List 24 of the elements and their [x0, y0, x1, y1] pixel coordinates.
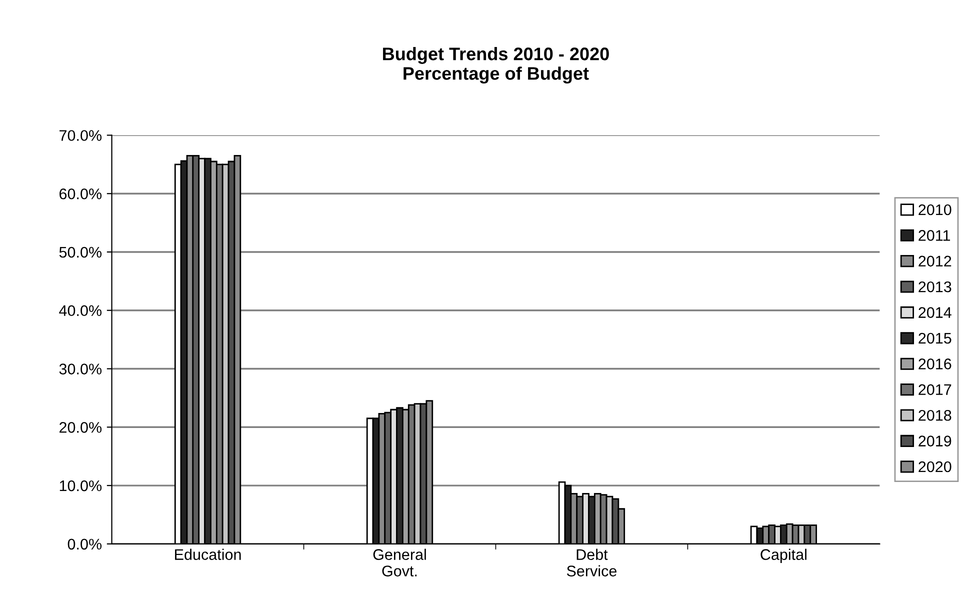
y-tick-label: 20.0%: [60, 422, 102, 433]
y-tick-label: 50.0%: [59, 246, 102, 258]
x-tick-label: Debt Service: [566, 548, 616, 576]
x-tick-label: General Govt.: [373, 548, 426, 576]
legend-label: 2013: [918, 281, 952, 292]
y-tick-label: 70.0%: [60, 130, 102, 141]
y-tick-label: 0.0%: [68, 538, 102, 550]
y-tick-label: 40.0%: [59, 305, 102, 316]
legend-label: 2016: [918, 358, 952, 370]
x-tick-label: Capital: [760, 548, 806, 564]
legend-label: 2020: [918, 461, 952, 472]
x-tick-label: Education: [175, 548, 241, 560]
legend-label: 2010: [918, 204, 952, 216]
y-tick-label: 30.0%: [59, 364, 102, 374]
legend-label: 2017: [918, 384, 952, 396]
legend-label: 2014: [918, 307, 952, 318]
legend-label: 2011: [918, 230, 950, 241]
legend-label: 2012: [918, 256, 952, 267]
y-tick-label: 10.0%: [60, 480, 102, 492]
legend-label: 2019: [918, 436, 952, 446]
legend-label: 2015: [918, 332, 952, 344]
y-tick-label: 60.0%: [60, 188, 102, 200]
legend-label: 2018: [918, 410, 952, 421]
chart-title: Budget Trends 2010 - 2020 Percentage of Budget: [383, 47, 609, 84]
